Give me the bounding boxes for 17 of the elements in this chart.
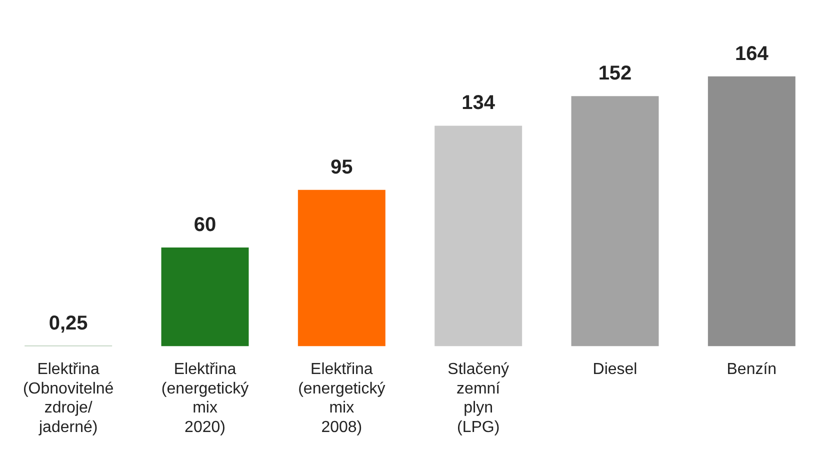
x-tick-label: Stlačený zemní plyn (LPG) — [448, 361, 510, 436]
data-label: 164 — [734, 42, 770, 65]
x-tick-label: Benzín — [726, 361, 777, 378]
x-tick-label: Elektřina (Obnovitelné zdroje/ jaderné) — [22, 361, 114, 436]
data-label: 95 — [330, 156, 353, 178]
x-tick-label: Diesel — [592, 361, 638, 378]
x-tick-label: Elektřina (energetický mix 2020) — [161, 361, 249, 436]
data-label: 134 — [462, 92, 496, 114]
data-label: 0,25 — [48, 312, 88, 334]
x-tick-label: Elektřina (energetický mix 2008) — [298, 361, 386, 436]
data-label: 152 — [598, 62, 632, 85]
bar — [708, 76, 796, 346]
bar — [298, 190, 386, 346]
bar — [161, 247, 249, 346]
bar — [434, 126, 522, 346]
data-label: 60 — [194, 214, 216, 236]
bar — [571, 96, 659, 346]
